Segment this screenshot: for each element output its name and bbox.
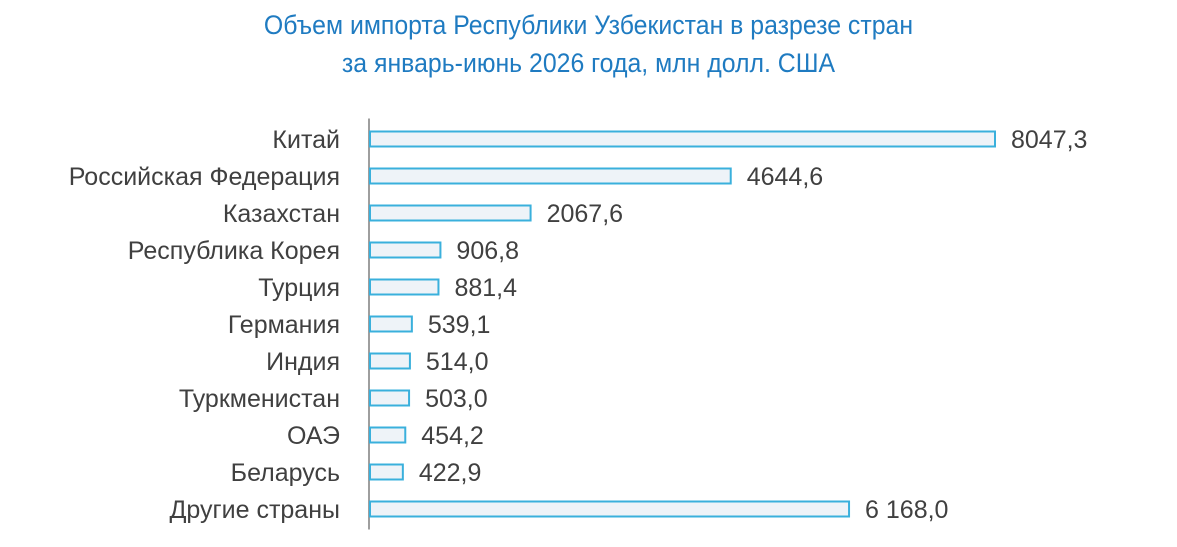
category-label: Казахстан — [223, 200, 340, 228]
value-label: 6 168,0 — [865, 496, 948, 524]
bar — [369, 130, 996, 148]
category-label: Германия — [228, 311, 340, 339]
bar — [369, 389, 411, 407]
bar — [369, 426, 407, 444]
value-label: 4644,6 — [747, 163, 823, 191]
value-label: 8047,3 — [1011, 126, 1087, 154]
bar — [369, 463, 404, 481]
value-label: 503,0 — [425, 385, 488, 413]
bar — [369, 315, 413, 333]
bar — [369, 278, 440, 296]
value-label: 2067,6 — [547, 200, 623, 228]
bar — [369, 167, 732, 185]
chart-title-line-2: за январь-июнь 2026 года, млн долл. США — [341, 48, 836, 78]
category-label: Другие страны — [169, 496, 340, 524]
bar — [369, 204, 532, 222]
category-label: Республика Корея — [128, 237, 340, 265]
category-label: Китай — [272, 126, 340, 154]
bar — [369, 241, 442, 259]
category-label: Индия — [266, 348, 340, 376]
category-label: Туркменистан — [179, 385, 340, 413]
chart-title: Объем импорта Республики Узбекистан в ра… — [47, 6, 1130, 82]
value-label: 454,2 — [421, 422, 484, 450]
value-label: 881,4 — [454, 274, 517, 302]
bar — [369, 352, 411, 370]
chart-title-line-1: Объем импорта Республики Узбекистан в ра… — [263, 10, 914, 40]
value-label: 422,9 — [419, 459, 482, 487]
value-label: 539,1 — [428, 311, 491, 339]
category-label: Турция — [258, 274, 340, 302]
category-label: ОАЭ — [287, 422, 340, 450]
category-label: Российская Федерация — [69, 163, 340, 191]
value-label: 906,8 — [456, 237, 519, 265]
value-label: 514,0 — [426, 348, 489, 376]
category-label: Беларусь — [231, 459, 340, 487]
bar — [369, 500, 851, 518]
